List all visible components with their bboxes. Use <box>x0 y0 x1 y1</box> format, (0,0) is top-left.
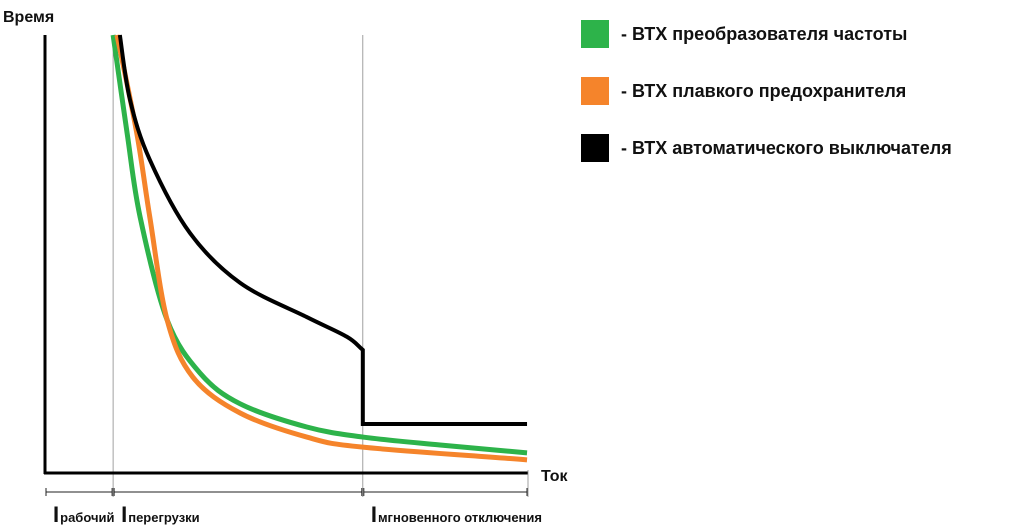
legend-swatch-black <box>581 134 609 162</box>
legend-label: - ВТХ автоматического выключателя <box>621 137 952 158</box>
legend-item-fuse: - ВТХ плавкого предохранителя <box>581 77 952 105</box>
region-label-sub: рабочий <box>60 510 114 525</box>
y-axis-label: Время <box>3 9 54 26</box>
region-label-sub: перегрузки <box>128 510 199 525</box>
legend-item-breaker: - ВТХ автоматического выключателя <box>581 134 952 162</box>
region-label: Iрабочий <box>53 502 114 527</box>
region-label-main: I <box>121 502 127 527</box>
region-label-main: I <box>53 502 59 527</box>
legend: - ВТХ преобразователя частоты - ВТХ плав… <box>581 20 952 191</box>
series-line-vfd <box>110 34 528 456</box>
legend-swatch-green <box>581 20 609 48</box>
legend-label: - ВТХ плавкого предохранителя <box>621 80 907 101</box>
x-axis-label: Ток <box>541 468 569 485</box>
region-label: Iмгновенного отключения <box>371 502 542 527</box>
region-label-sub: мгновенного отключения <box>378 510 542 525</box>
legend-label: - ВТХ преобразователя частоты <box>621 23 908 44</box>
legend-item-vfd: - ВТХ преобразователя частоты <box>581 20 952 48</box>
series-line-breaker <box>117 34 528 426</box>
region-label: Iперегрузки <box>121 502 200 527</box>
legend-swatch-orange <box>581 77 609 105</box>
region-label-main: I <box>371 502 377 527</box>
series-line-fuse <box>114 34 528 463</box>
